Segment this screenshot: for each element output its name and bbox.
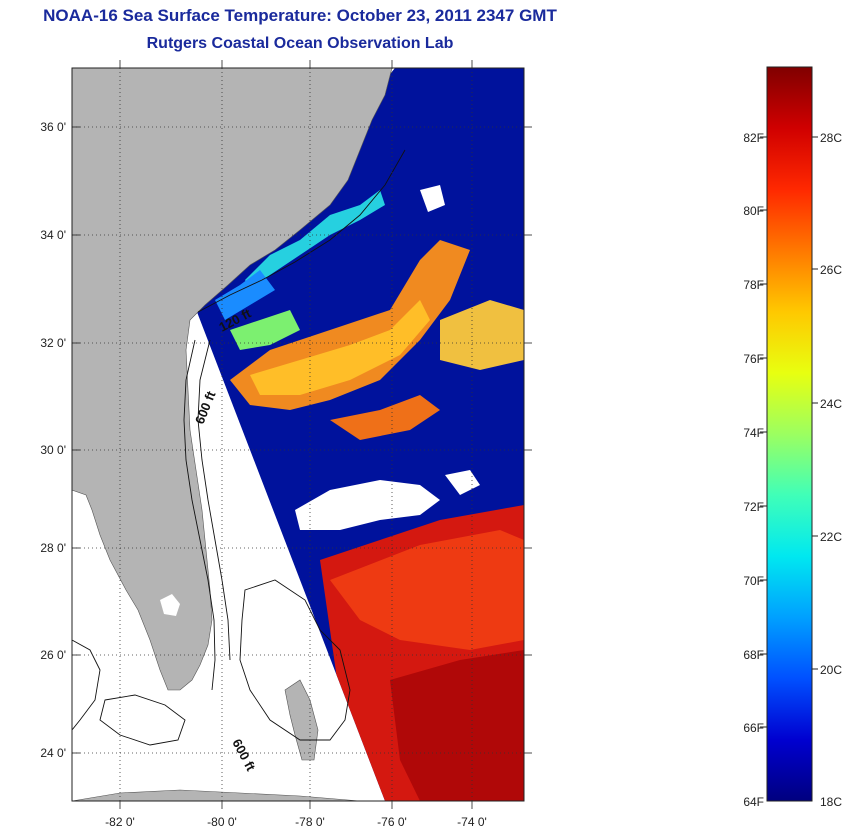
lat-label-32: 32 0' xyxy=(40,336,66,350)
lat-label-36: 36 0' xyxy=(40,120,66,134)
colorbar-label-24c: 24C xyxy=(820,397,842,411)
us-mainland-land xyxy=(72,68,393,691)
map-grid xyxy=(72,68,524,801)
lon-label-78: -78 0' xyxy=(295,815,325,829)
colorbar-label-22c: 22C xyxy=(820,530,842,544)
colorbar-label-72f: 72F xyxy=(743,500,764,514)
lat-label-34: 34 0' xyxy=(40,228,66,242)
frame-ticks xyxy=(72,60,532,809)
colorbar-label-80f: 80F xyxy=(743,204,764,218)
colorbar-label-28c: 28C xyxy=(820,131,842,145)
colorbar-label-68f: 68F xyxy=(743,648,764,662)
lake-okeechobee xyxy=(160,594,180,616)
lat-label-30: 30 0' xyxy=(40,443,66,457)
colorbar-c-ticks xyxy=(812,136,818,670)
colorbar-label-82f: 82F xyxy=(743,131,764,145)
map-frame xyxy=(71,67,525,802)
map-subtitle: Rutgers Coastal Ocean Observation Lab xyxy=(146,35,454,52)
lat-label-24: 24 0' xyxy=(40,746,66,760)
bathymetry-contours xyxy=(72,149,406,746)
colorbar-label-78f: 78F xyxy=(743,278,764,292)
colorbar-label-74f: 74F xyxy=(743,426,764,440)
no-data-patch xyxy=(295,480,440,530)
colorbar-label-64f: 64F xyxy=(743,795,764,809)
colorbar-label-20c: 20C xyxy=(820,663,842,677)
sst-swath xyxy=(197,68,524,801)
colorbar-label-70f: 70F xyxy=(743,574,764,588)
nearshore-band xyxy=(245,190,385,290)
temperature-colorbar: 82F 80F 78F 76F 74F 72F 70F 68F 66F 64F … xyxy=(743,66,842,809)
colorbar-label-66f: 66F xyxy=(743,721,764,735)
colorbar-f-ticks xyxy=(760,136,767,728)
colorbar-label-76f: 76F xyxy=(743,352,764,366)
colorbar-label-18c: 18C xyxy=(820,795,842,809)
lat-label-28: 28 0' xyxy=(40,541,66,555)
sst-map: 120 ft 600 ft 600 ft 36 0' 34 0' 32 0' 3… xyxy=(40,60,532,829)
lon-label-82: -82 0' xyxy=(105,815,135,829)
lon-label-74: -74 0' xyxy=(457,815,487,829)
map-title: NOAA-16 Sea Surface Temperature: October… xyxy=(43,6,557,25)
lon-label-76: -76 0' xyxy=(377,815,407,829)
colorbar-label-26c: 26C xyxy=(820,263,842,277)
lat-label-26: 26 0' xyxy=(40,648,66,662)
colorbar-gradient xyxy=(766,66,813,802)
lon-label-80: -80 0' xyxy=(207,815,237,829)
